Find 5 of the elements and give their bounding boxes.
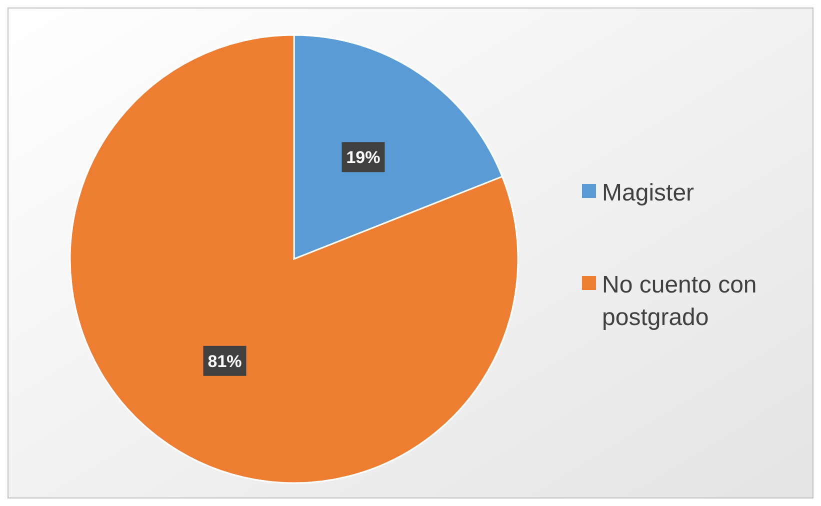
data-label: 81% [208,352,242,371]
data-label: 19% [346,148,380,168]
pie-slice [69,34,519,484]
slice-label: No cuento con postgrado [602,271,757,331]
legend-label: Magister [602,179,694,206]
